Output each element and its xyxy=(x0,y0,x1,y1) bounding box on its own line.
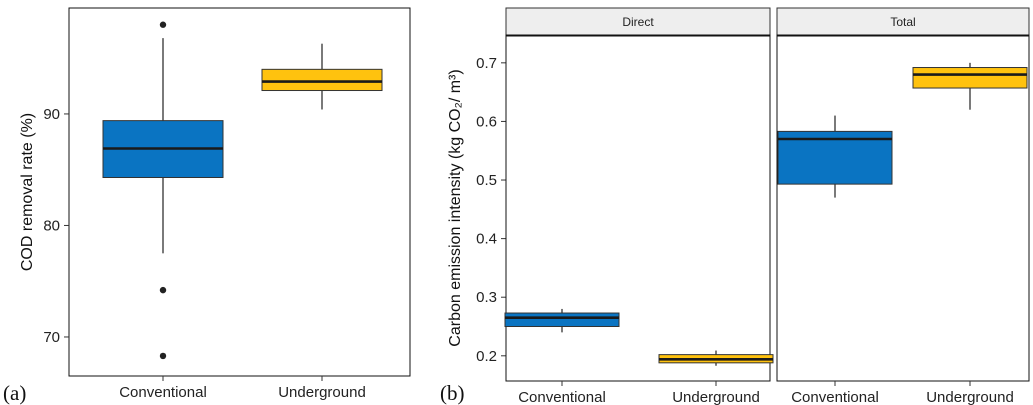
panel-b-ytick-label-0-3: 0.3 xyxy=(476,289,497,306)
panel-b-label: (b) xyxy=(440,381,465,405)
panel-b-y-title-text: Carbon emission intensity (kg CO₂/ m³) xyxy=(447,69,464,346)
panel-a-cod-removal: 70 80 90 Conventional Underground COD remov… xyxy=(3,7,411,405)
panel-a-ytick-label-90: 90 xyxy=(43,106,60,123)
facet-total-plot-border xyxy=(776,34,1030,382)
facet-direct-strip xyxy=(505,7,771,36)
facet-total-x-axis: Conventional Underground xyxy=(791,381,1014,405)
panel-b-ytick-label-0-2: 0.2 xyxy=(476,348,497,365)
facet-total-strip-label: Total xyxy=(890,15,915,29)
panel-b-ytick-label-0-7: 0.7 xyxy=(476,55,497,72)
panel-a-conventional-outlier-2 xyxy=(159,352,167,360)
facet-total-xtick-label-underground: Underground xyxy=(926,389,1014,405)
panel-a-ytick-label-70: 70 xyxy=(43,329,60,346)
panel-a-underground-box xyxy=(261,68,383,92)
panel-a-label: (a) xyxy=(3,381,26,405)
panel-a-y-axis-title: COD removal rate (%) xyxy=(19,113,36,271)
panel-b-carbon-emission: 0.2 0.3 0.4 0.5 0.6 0.7 Direct Conventional Un… xyxy=(440,7,1030,405)
facet-direct: Direct Conventional Underground xyxy=(504,7,774,405)
facet-total-underground-box xyxy=(912,67,1028,89)
panel-b-ytick-label-0-4: 0.4 xyxy=(476,231,497,248)
panel-a-boxes xyxy=(102,21,383,360)
facet-direct-boxes xyxy=(504,308,774,366)
panel-a-ytick-label-80: 80 xyxy=(43,217,60,234)
facet-total-boxes xyxy=(777,62,1028,198)
facet-direct-xtick-label-underground: Underground xyxy=(672,389,760,405)
facet-direct-plot-border xyxy=(505,34,771,382)
facet-direct-x-axis: Conventional Underground xyxy=(518,381,760,405)
panel-a-conventional-outlier-0 xyxy=(159,21,167,28)
panel-a-conventional-outlier-1 xyxy=(159,286,167,294)
facet-direct-conventional-box xyxy=(504,312,620,328)
panel-b-y-axis: 0.2 0.3 0.4 0.5 0.6 0.7 xyxy=(476,55,506,365)
panel-a-plot-border xyxy=(68,7,411,377)
panel-a-x-axis: Conventional Underground xyxy=(119,376,366,401)
facet-total: Total Conventional Underground xyxy=(776,7,1030,405)
panel-a-xtick-label-underground: Underground xyxy=(278,384,366,401)
panel-b-y-axis-title: Carbon emission intensity (kg CO₂/ m³) xyxy=(447,69,464,346)
facet-direct-xtick-label-conventional: Conventional xyxy=(518,389,606,405)
panel-b-ytick-label-0-5: 0.5 xyxy=(476,172,497,189)
facet-total-strip xyxy=(776,7,1030,36)
panel-a-y-axis: 70 80 90 xyxy=(43,106,69,346)
facet-total-xtick-label-conventional: Conventional xyxy=(791,389,879,405)
facet-direct-strip-label: Direct xyxy=(622,15,654,29)
panel-a-xtick-label-conventional: Conventional xyxy=(119,384,207,401)
panel-b-ytick-label-0-6: 0.6 xyxy=(476,113,497,130)
